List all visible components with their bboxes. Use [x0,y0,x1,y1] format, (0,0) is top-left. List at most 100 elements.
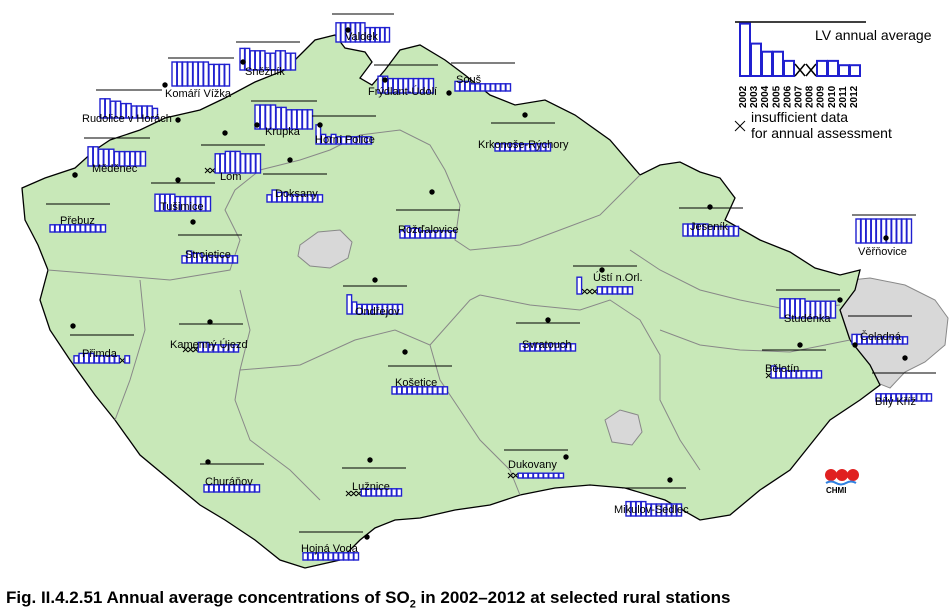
annual-bar [901,218,908,244]
annual-bar [290,52,297,71]
station-label: Ondřejov [355,306,400,318]
annual-bar [489,83,496,92]
annual-bar [379,26,386,43]
legend-bar [816,59,828,78]
caption-subscript: 2 [409,598,416,611]
station-dot [254,122,260,128]
annual-bar [896,218,903,244]
insufficient-data-cross [204,167,211,174]
chmi-logo-text: CHMI [826,486,847,495]
station-dot [345,27,351,33]
annual-bar [176,61,183,87]
station-p-imda: Přimda [70,323,134,364]
legend-bar [750,42,762,77]
insufficient-data-cross [355,490,362,497]
station-p-ebuz: Přebuz [46,172,110,233]
annual-bar [346,294,353,315]
legend-insufficient-line1: insufficient data [751,109,848,125]
annual-bar [232,255,239,264]
station-dot [429,189,435,195]
annual-bar [921,393,928,402]
station-stud-nka: Studénka [776,289,843,325]
station-dot [883,235,889,241]
annual-bar [396,488,403,497]
annual-bar [224,150,231,174]
station-label: Svratouch [522,339,572,351]
annual-bar [806,370,813,379]
station-rudolice-v-hor-ch: Rudolice v Horách [82,89,181,125]
legend-year-label: 2008 [805,85,816,108]
station-dot [382,77,388,83]
annual-bar [532,472,539,479]
insufficient-data-cross [507,472,514,479]
annual-bar [627,286,634,295]
annual-bar [181,61,189,87]
annual-bar [100,224,107,233]
station-dot [364,534,370,540]
legend-cross [794,63,806,77]
legend-year-label: 2010 [827,85,838,108]
legend-year-label: 2005 [771,85,782,108]
annual-bar [570,343,577,352]
annual-bar [250,153,257,174]
station-b-l-k: Bílý Kříž [872,355,936,408]
station-sn-n-k: Sněžník [236,41,300,78]
station-dot [205,459,211,465]
annual-bar [49,224,56,233]
station-dot [852,342,858,348]
station-tu-imice: Tušimice [151,177,215,213]
annual-bar [307,109,314,130]
station-ond-ejov: Ondřejov [343,277,407,318]
station-label: Měděnec [92,163,138,175]
legend-year-label: 2007 [794,85,805,108]
legend-year-label: 2011 [838,86,849,108]
station-label: Čeladná [860,330,902,343]
legend-insufficient-line2: for annual assessment [751,125,892,141]
annual-bar [527,472,534,479]
station-dot [372,277,378,283]
annual-bar [545,143,552,152]
annual-bar [596,286,603,295]
annual-bar [384,26,391,43]
insufficient-data-cross [581,288,588,295]
annual-bar [548,472,555,479]
annual-bar [542,472,549,479]
station-label: Přimda [82,348,118,360]
annual-bar [855,218,862,244]
annual-bar [301,109,308,130]
station-lom: Lom [201,130,265,183]
annual-bar [391,488,398,497]
annual-bar [517,472,524,479]
annual-bar [558,472,565,479]
annual-bar [73,355,80,364]
figure-caption: Fig. II.4.2.51 Annual average concentrat… [6,588,731,610]
station-valdek: Valdek [332,13,394,43]
annual-bar [114,355,121,364]
station-fr-dlant-dol: Frýdlant-Údolí [368,64,438,98]
annual-bar [187,61,194,87]
station-label: Bělotín [765,363,799,375]
annual-bar [450,230,457,239]
legend-year-label: 2012 [849,85,860,108]
insufficient-data-cross [765,372,772,379]
annual-bar [495,83,502,92]
station-label: Frýdlant-Údolí [368,85,437,98]
annual-bar [906,218,913,244]
annual-bar [285,52,292,71]
annual-bar [830,300,837,319]
station-label: Jeseník [690,221,728,233]
annual-bar [916,393,923,402]
legend-lv-label: LV annual average [815,27,932,43]
annual-bar [553,472,560,479]
station-label: Krkonoše-Rýchory [478,139,569,151]
chmi-logo [825,469,859,486]
annual-bar [202,61,210,87]
annual-bar [484,83,491,92]
station-sou: Souš [446,62,515,96]
station-label: Lom [220,171,241,183]
legend-bar [827,59,839,78]
station-dot [70,323,76,329]
annual-bar [816,370,823,379]
station-dot [902,355,908,361]
